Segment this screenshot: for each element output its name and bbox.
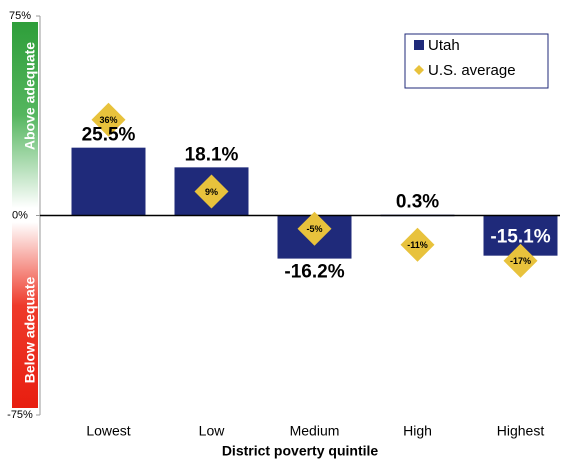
diamond <box>91 102 126 137</box>
x-tick-label: Low <box>199 423 226 439</box>
data-label: -16.2% <box>284 262 344 283</box>
data-label: 25.5% <box>82 125 136 146</box>
x-axis-title: District poverty quintile <box>222 443 379 459</box>
data-label: 36% <box>99 115 117 125</box>
annotation: Below adequate <box>22 277 38 384</box>
x-tick-label: Highest <box>497 423 545 439</box>
y-tick-label: 75% <box>9 10 31 22</box>
y-tick-label: 0% <box>12 209 28 221</box>
diamond <box>400 227 435 262</box>
data-label: -17% <box>510 256 531 266</box>
above-band <box>12 22 38 208</box>
bar <box>71 147 146 216</box>
annotation: Above adequate <box>22 42 38 150</box>
data-label: -5% <box>306 224 322 234</box>
legend-swatch <box>414 40 424 50</box>
legend <box>404 33 549 89</box>
diamond <box>297 211 332 246</box>
legend-label: U.S. average <box>428 62 516 79</box>
x-tick-label: Medium <box>290 423 340 439</box>
diamond <box>194 174 229 209</box>
y-tick-label: -75% <box>7 409 33 421</box>
data-label: -11% <box>407 240 428 250</box>
x-tick-label: High <box>403 423 432 439</box>
x-tick-label: Lowest <box>86 423 130 439</box>
legend-label: Utah <box>428 37 460 54</box>
data-label: 0.3% <box>396 192 439 213</box>
diamond <box>503 243 538 278</box>
data-label: 18.1% <box>185 144 239 165</box>
data-label: 9% <box>205 187 218 197</box>
below-band <box>12 222 38 408</box>
legend-swatch <box>414 65 424 75</box>
data-label: -15.1% <box>490 227 550 248</box>
